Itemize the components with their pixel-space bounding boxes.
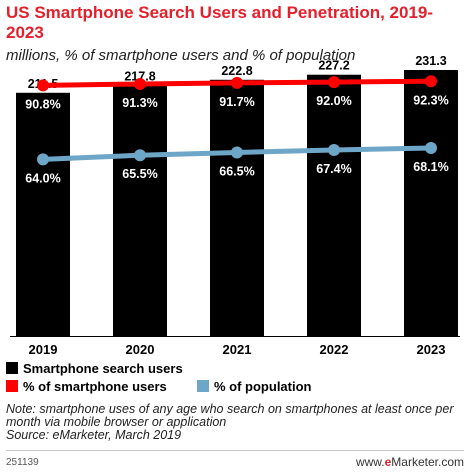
population-pct-label-2023: 68.1%	[413, 160, 448, 174]
x-tick-label-2019: 2019	[29, 342, 58, 357]
smartphone-users-pct-point-2020	[134, 78, 146, 91]
population-pct-point-2020	[134, 149, 146, 162]
smartphone-users-pct-label-2022: 92.0%	[316, 94, 351, 108]
chart-subtitle: millions, % of smartphone users and % of…	[6, 47, 356, 64]
bar-value-label-2020: 217.8	[124, 70, 155, 84]
bar-2022	[307, 74, 361, 336]
bar-2021	[210, 79, 264, 336]
brand-e: e	[384, 455, 392, 469]
population-pct-point-2021	[231, 146, 243, 159]
legend-label-smartphone-users-pct: % of smartphone users	[23, 379, 167, 394]
x-tick-label-2022: 2022	[320, 342, 349, 357]
brand-prefix: www.	[355, 455, 385, 469]
legend-swatch-search-users	[6, 362, 18, 374]
chart-note: Note: smartphone uses of any age who sea…	[6, 403, 466, 442]
smartphone-users-pct-point-2023	[425, 75, 437, 88]
chart-id: 251139	[6, 457, 39, 468]
bar-value-label-2022: 227.2	[318, 59, 349, 73]
population-pct-point-2019	[37, 153, 49, 166]
x-tick-label-2023: 2023	[417, 342, 446, 357]
legend-label-search-users: Smartphone search users	[23, 361, 183, 376]
bar-2020	[113, 85, 167, 336]
chart-svg: 211.5217.8222.8227.2231.3201920202021202…	[6, 54, 460, 394]
x-tick-label-2021: 2021	[223, 342, 252, 357]
bar-2023	[404, 70, 458, 336]
smartphone-users-pct-label-2021: 91.7%	[219, 95, 254, 109]
population-pct-point-2022	[328, 143, 340, 156]
bar-value-label-2021: 222.8	[221, 64, 252, 78]
population-pct-label-2021: 66.5%	[219, 164, 254, 178]
footer-divider	[6, 450, 464, 451]
smartphone-users-pct-point-2021	[231, 76, 243, 89]
smartphone-users-pct-label-2023: 92.3%	[413, 93, 448, 107]
legend-swatch-smartphone-users-pct	[6, 380, 18, 392]
population-pct-label-2022: 67.4%	[316, 162, 351, 176]
legend-label-population-pct: % of population	[214, 379, 312, 394]
population-pct-label-2019: 64.0%	[25, 171, 60, 185]
brand-rest: Marketer	[391, 455, 438, 469]
legend-swatch-population-pct	[197, 380, 209, 392]
x-tick-label-2020: 2020	[126, 342, 155, 357]
population-pct-label-2020: 65.5%	[122, 167, 157, 181]
smartphone-users-pct-label-2019: 90.8%	[25, 97, 60, 111]
smartphone-users-pct-label-2020: 91.3%	[122, 96, 157, 110]
bar-value-label-2023: 231.3	[415, 54, 446, 68]
smartphone-users-pct-point-2019	[37, 79, 49, 92]
source-text: Source: eMarketer, March 2019	[6, 428, 182, 442]
brand-suffix: .com	[437, 455, 464, 469]
chart-title: US Smartphone Search Users and Penetrati…	[6, 3, 434, 42]
brand-logo: www.eMarketer.com	[356, 455, 464, 469]
bar-2019	[16, 92, 70, 337]
population-pct-point-2023	[425, 142, 437, 155]
smartphone-users-pct-point-2022	[328, 76, 340, 89]
note-text: Note: smartphone uses of any age who sea…	[6, 402, 454, 429]
